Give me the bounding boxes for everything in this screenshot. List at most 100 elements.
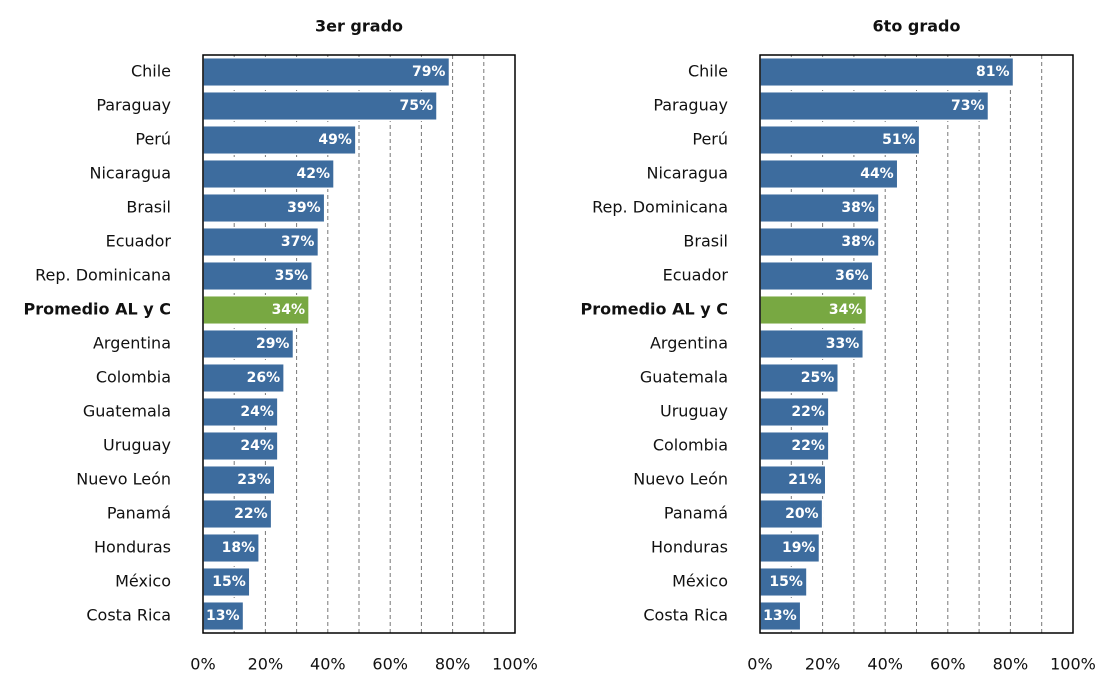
category-label: México	[115, 572, 171, 591]
value-label: 36%	[835, 268, 869, 284]
value-label: 23%	[237, 472, 271, 488]
value-label: 44%	[860, 166, 894, 182]
x-tick-label: 40%	[867, 655, 903, 674]
category-label: Guatemala	[83, 402, 171, 421]
value-label: 73%	[951, 98, 985, 114]
bar	[202, 260, 313, 292]
bar	[202, 124, 357, 156]
value-label: 24%	[240, 404, 274, 420]
value-label: 24%	[240, 438, 274, 454]
value-label: 38%	[841, 234, 875, 250]
value-label: 15%	[769, 574, 803, 590]
category-label: Rep. Dominicana	[592, 198, 728, 217]
bar	[759, 566, 808, 598]
value-label: 19%	[782, 540, 816, 556]
value-label: 13%	[763, 608, 797, 624]
value-label: 34%	[829, 302, 863, 318]
bar	[759, 328, 865, 360]
value-label: 25%	[801, 370, 835, 386]
x-tick-label: 60%	[372, 655, 408, 674]
value-label: 34%	[272, 302, 306, 318]
value-label: 22%	[234, 506, 268, 522]
value-label: 38%	[841, 200, 875, 216]
bar	[202, 158, 335, 190]
bar	[759, 124, 921, 156]
value-label: 39%	[287, 200, 321, 216]
category-label: México	[672, 572, 728, 591]
bar	[759, 226, 880, 258]
category-label: Nicaragua	[647, 164, 729, 183]
category-label: Paraguay	[96, 96, 171, 115]
category-label: Uruguay	[103, 436, 171, 455]
plot-frame	[759, 54, 1074, 634]
category-label: Argentina	[93, 334, 171, 353]
category-label: Argentina	[650, 334, 728, 353]
bar	[202, 430, 279, 462]
bar	[759, 532, 821, 564]
category-label: Colombia	[653, 436, 728, 455]
category-label: Chile	[688, 62, 728, 81]
value-label: 18%	[222, 540, 256, 556]
category-label: Honduras	[651, 538, 728, 557]
category-label: Guatemala	[640, 368, 728, 387]
value-label: 79%	[412, 64, 446, 80]
bar	[202, 600, 245, 632]
plot-frame	[202, 54, 516, 634]
bar	[759, 464, 827, 496]
category-label: Ecuador	[663, 266, 729, 285]
x-tick-label: 80%	[435, 655, 471, 674]
chart-title: 3er grado	[315, 17, 403, 36]
category-label: Costa Rica	[86, 606, 171, 625]
bar	[759, 260, 874, 292]
value-label: 75%	[399, 98, 433, 114]
bar	[202, 226, 320, 258]
category-label: Brasil	[126, 198, 171, 217]
category-label: Colombia	[96, 368, 171, 387]
bar	[202, 532, 260, 564]
value-label: 49%	[318, 132, 352, 148]
category-label: Honduras	[94, 538, 171, 557]
category-label: Perú	[135, 130, 171, 149]
category-label: Perú	[692, 130, 728, 149]
bar	[759, 600, 802, 632]
bar	[202, 192, 326, 224]
value-label: 13%	[206, 608, 240, 624]
x-tick-label: 60%	[930, 655, 966, 674]
category-label: Nuevo León	[633, 470, 728, 489]
category-label: Costa Rica	[643, 606, 728, 625]
value-label: 51%	[882, 132, 916, 148]
x-tick-label: 0%	[747, 655, 772, 674]
bar	[759, 192, 880, 224]
category-label: Nuevo León	[76, 470, 171, 489]
category-label: Rep. Dominicana	[35, 266, 171, 285]
category-label: Chile	[131, 62, 171, 81]
value-label: 29%	[256, 336, 290, 352]
bar	[759, 294, 868, 326]
x-tick-label: 20%	[248, 655, 284, 674]
bar	[759, 90, 990, 122]
bar	[759, 396, 830, 428]
value-label: 20%	[785, 506, 819, 522]
value-label: 22%	[791, 404, 825, 420]
category-label: Uruguay	[660, 402, 728, 421]
category-label: Promedio AL y C	[23, 300, 171, 319]
x-tick-label: 40%	[310, 655, 346, 674]
x-tick-label: 100%	[492, 655, 538, 674]
value-label: 35%	[275, 268, 309, 284]
x-tick-label: 80%	[993, 655, 1029, 674]
value-label: 22%	[791, 438, 825, 454]
value-label: 81%	[976, 64, 1010, 80]
x-tick-label: 20%	[805, 655, 841, 674]
category-label: Brasil	[683, 232, 728, 251]
value-label: 15%	[212, 574, 246, 590]
bar	[202, 498, 273, 530]
bar	[202, 56, 451, 88]
category-label: Ecuador	[106, 232, 172, 251]
bar	[759, 158, 899, 190]
category-label: Promedio AL y C	[580, 300, 728, 319]
chart-title: 6to grado	[873, 17, 961, 36]
category-label: Paraguay	[653, 96, 728, 115]
category-label: Nicaragua	[90, 164, 172, 183]
value-label: 33%	[826, 336, 860, 352]
